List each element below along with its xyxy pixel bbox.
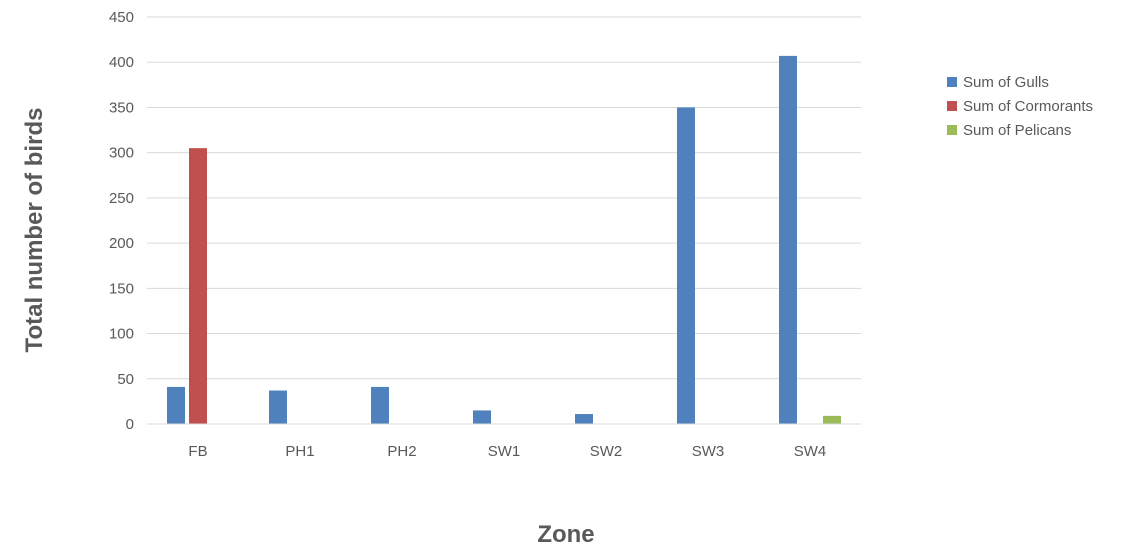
x-tick-label: SW1 xyxy=(488,443,521,460)
x-tick-label: PH2 xyxy=(387,443,416,460)
legend-item: Sum of Cormorants xyxy=(947,98,1093,115)
y-tick-label: 250 xyxy=(109,190,134,207)
legend-swatch xyxy=(947,101,957,111)
y-axis-title: Total number of birds xyxy=(21,108,48,353)
legend-label: Sum of Gulls xyxy=(963,74,1049,91)
x-tick-label: SW2 xyxy=(590,443,623,460)
bar-sum-of-gulls-ph1 xyxy=(269,390,287,424)
y-tick-label: 200 xyxy=(109,235,134,252)
y-tick-label: 450 xyxy=(109,9,134,26)
bar-sum-of-gulls-sw2 xyxy=(575,414,593,424)
legend-item: Sum of Gulls xyxy=(947,74,1049,91)
bar-sum-of-gulls-sw3 xyxy=(677,107,695,424)
bar-sum-of-gulls-sw1 xyxy=(473,410,491,424)
x-tick-label: SW3 xyxy=(692,443,725,460)
bar-sum-of-gulls-fb xyxy=(167,386,185,424)
bar-sum-of-gulls-ph2 xyxy=(371,386,389,424)
x-tick-label: FB xyxy=(188,443,207,460)
y-tick-label: 300 xyxy=(109,145,134,162)
bars xyxy=(167,55,841,424)
x-tick-label: SW4 xyxy=(794,443,827,460)
y-tick-label: 350 xyxy=(109,99,134,116)
y-tick-label: 50 xyxy=(117,371,134,388)
legend: Sum of Gulls Sum of Cormorants Sum of Peli… xyxy=(947,74,1093,139)
y-tick-label: 400 xyxy=(109,54,134,71)
y-tick-label: 0 xyxy=(126,416,134,433)
bar-sum-of-cormorants-fb xyxy=(189,148,207,424)
y-axis-ticks: 0 50 100 150 200 250 300 350 400 450 xyxy=(109,9,134,433)
bar-sum-of-gulls-sw4 xyxy=(779,55,797,424)
gridlines xyxy=(147,16,861,380)
legend-swatch xyxy=(947,77,957,87)
legend-swatch xyxy=(947,125,957,135)
y-tick-label: 150 xyxy=(109,280,134,297)
bar-sum-of-pelicans-sw4 xyxy=(823,415,841,424)
x-axis-ticks: FB PH1 PH2 SW1 SW2 SW3 SW4 xyxy=(188,443,826,460)
legend-label: Sum of Pelicans xyxy=(963,122,1071,139)
y-tick-label: 100 xyxy=(109,326,134,343)
x-tick-label: PH1 xyxy=(285,443,314,460)
legend-item: Sum of Pelicans xyxy=(947,122,1071,139)
legend-label: Sum of Cormorants xyxy=(963,98,1093,115)
x-axis-title: Zone xyxy=(537,521,594,548)
